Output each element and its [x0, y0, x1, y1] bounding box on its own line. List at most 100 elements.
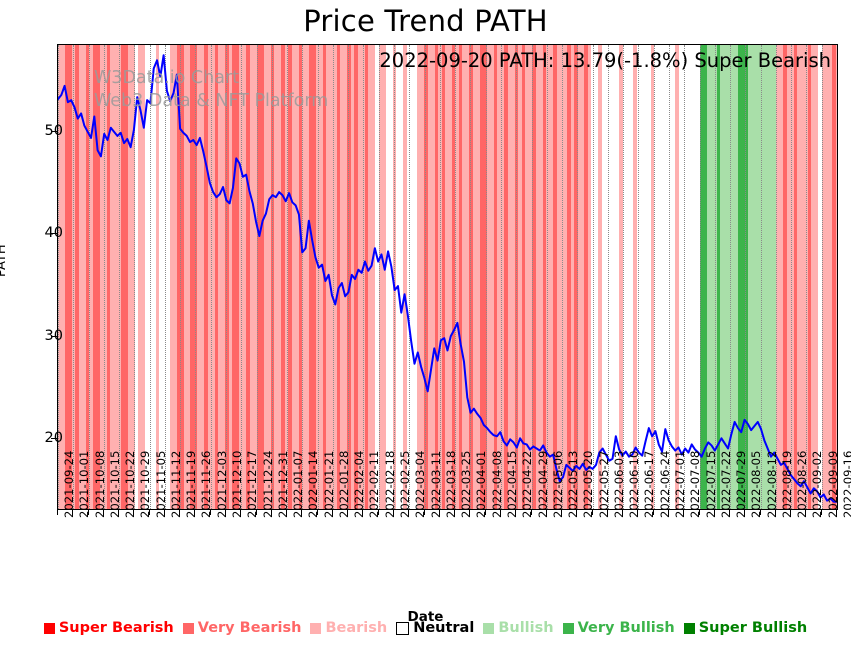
sentiment-band — [232, 45, 237, 509]
x-tick-label: 2022-09-02 — [810, 450, 825, 518]
legend-item[interactable]: Very Bearish — [182, 620, 301, 636]
sentiment-band — [406, 45, 411, 509]
sentiment-band — [800, 45, 805, 509]
sentiment-band — [772, 45, 777, 509]
sentiment-band — [343, 45, 348, 509]
y-tick-mark — [51, 438, 57, 440]
sentiment-band — [180, 45, 185, 509]
x-tick-mark — [698, 510, 700, 515]
sentiment-band — [75, 45, 80, 509]
gridline — [684, 45, 686, 509]
sentiment-band — [249, 45, 254, 509]
x-tick-label: 2021-11-19 — [184, 450, 199, 518]
sentiment-band — [675, 45, 680, 509]
x-tick-label: 2022-06-10 — [627, 450, 642, 518]
gridline — [592, 45, 594, 509]
sentiment-band — [267, 45, 272, 509]
sentiment-band — [654, 45, 659, 509]
sentiment-band — [420, 45, 425, 509]
x-tick-mark — [225, 510, 227, 515]
legend-label: Super Bullish — [698, 620, 808, 636]
x-tick-mark — [408, 510, 410, 515]
legend-label: Bearish — [325, 620, 388, 636]
sentiment-band — [835, 45, 837, 509]
legend-item[interactable]: Bearish — [310, 620, 387, 636]
x-tick-label: 2022-05-13 — [566, 450, 581, 518]
gridline — [837, 45, 838, 509]
gridline — [714, 45, 716, 509]
sentiment-band — [403, 45, 408, 509]
sentiment-band — [120, 45, 125, 509]
gridline — [745, 45, 747, 509]
gridline — [348, 45, 350, 509]
sentiment-band — [598, 45, 603, 509]
x-tick-label: 2022-02-04 — [352, 450, 367, 518]
sentiment-band — [696, 45, 701, 509]
gridline — [58, 45, 59, 509]
sentiment-band — [396, 45, 401, 509]
sentiment-band — [786, 45, 791, 509]
legend-item[interactable]: Bullish — [483, 620, 554, 636]
sentiment-band — [319, 45, 324, 509]
legend-swatch — [43, 622, 55, 634]
sentiment-band — [594, 45, 600, 509]
x-tick-label: 2021-10-29 — [138, 450, 153, 518]
gridline — [394, 45, 396, 509]
gridline — [607, 45, 609, 509]
sentiment-band — [124, 45, 129, 509]
sentiment-band — [664, 45, 669, 509]
x-tick-label: 2022-02-25 — [398, 450, 413, 518]
sentiment-band — [546, 45, 551, 509]
sentiment-band — [647, 45, 652, 509]
sentiment-band — [556, 45, 561, 509]
sentiment-band — [507, 45, 512, 509]
sentiment-band — [828, 45, 833, 509]
sentiment-band — [277, 45, 282, 509]
legend-label: Very Bullish — [577, 620, 675, 636]
gridline — [180, 45, 182, 509]
sentiment-band — [305, 45, 310, 509]
sentiment-band — [169, 45, 174, 509]
x-tick-mark — [759, 510, 761, 515]
sentiment-band — [783, 45, 788, 509]
sentiment-band — [113, 45, 118, 509]
gridline — [806, 45, 808, 509]
sentiment-band — [605, 45, 610, 509]
x-tick-label: 2022-01-21 — [321, 450, 336, 518]
page-title: Price Trend PATH — [303, 4, 548, 38]
vertical-gridlines — [58, 45, 837, 509]
sentiment-band — [340, 45, 345, 509]
gridline — [546, 45, 548, 509]
gridline — [164, 45, 166, 509]
sentiment-band — [615, 45, 620, 509]
gridline — [88, 45, 90, 509]
sentiment-band — [256, 45, 261, 509]
x-tick-label: 2021-11-12 — [168, 450, 183, 518]
sentiment-band — [427, 45, 432, 509]
legend-item[interactable]: Very Bullish — [562, 620, 675, 636]
sentiment-band — [424, 45, 429, 509]
legend-item[interactable]: Super Bullish — [683, 620, 808, 636]
sentiment-band — [145, 45, 150, 509]
sentiment-band — [521, 45, 526, 509]
sentiment-band — [622, 45, 627, 509]
sentiment-band — [389, 45, 394, 509]
sentiment-band — [92, 45, 97, 509]
plot-area: W3Data.io Chart Web3 Data & NFT Platform… — [57, 44, 838, 510]
sentiment-band — [776, 45, 781, 509]
sentiment-band — [85, 45, 90, 509]
x-tick-label: 2022-07-22 — [718, 450, 733, 518]
sentiment-band — [448, 45, 453, 509]
sentiment-band — [755, 45, 760, 509]
sentiment-band — [357, 45, 362, 509]
x-tick-label: 2021-10-08 — [92, 450, 107, 518]
legend-item[interactable]: Super Bearish — [43, 620, 174, 636]
gridline — [241, 45, 243, 509]
sentiment-band — [211, 45, 216, 509]
x-tick-label: 2022-03-04 — [413, 450, 428, 518]
sentiment-band — [584, 45, 589, 509]
x-tick-mark — [179, 510, 181, 515]
x-tick-mark — [820, 510, 822, 515]
gridline — [455, 45, 457, 509]
legend-item[interactable]: Neutral — [396, 620, 474, 636]
